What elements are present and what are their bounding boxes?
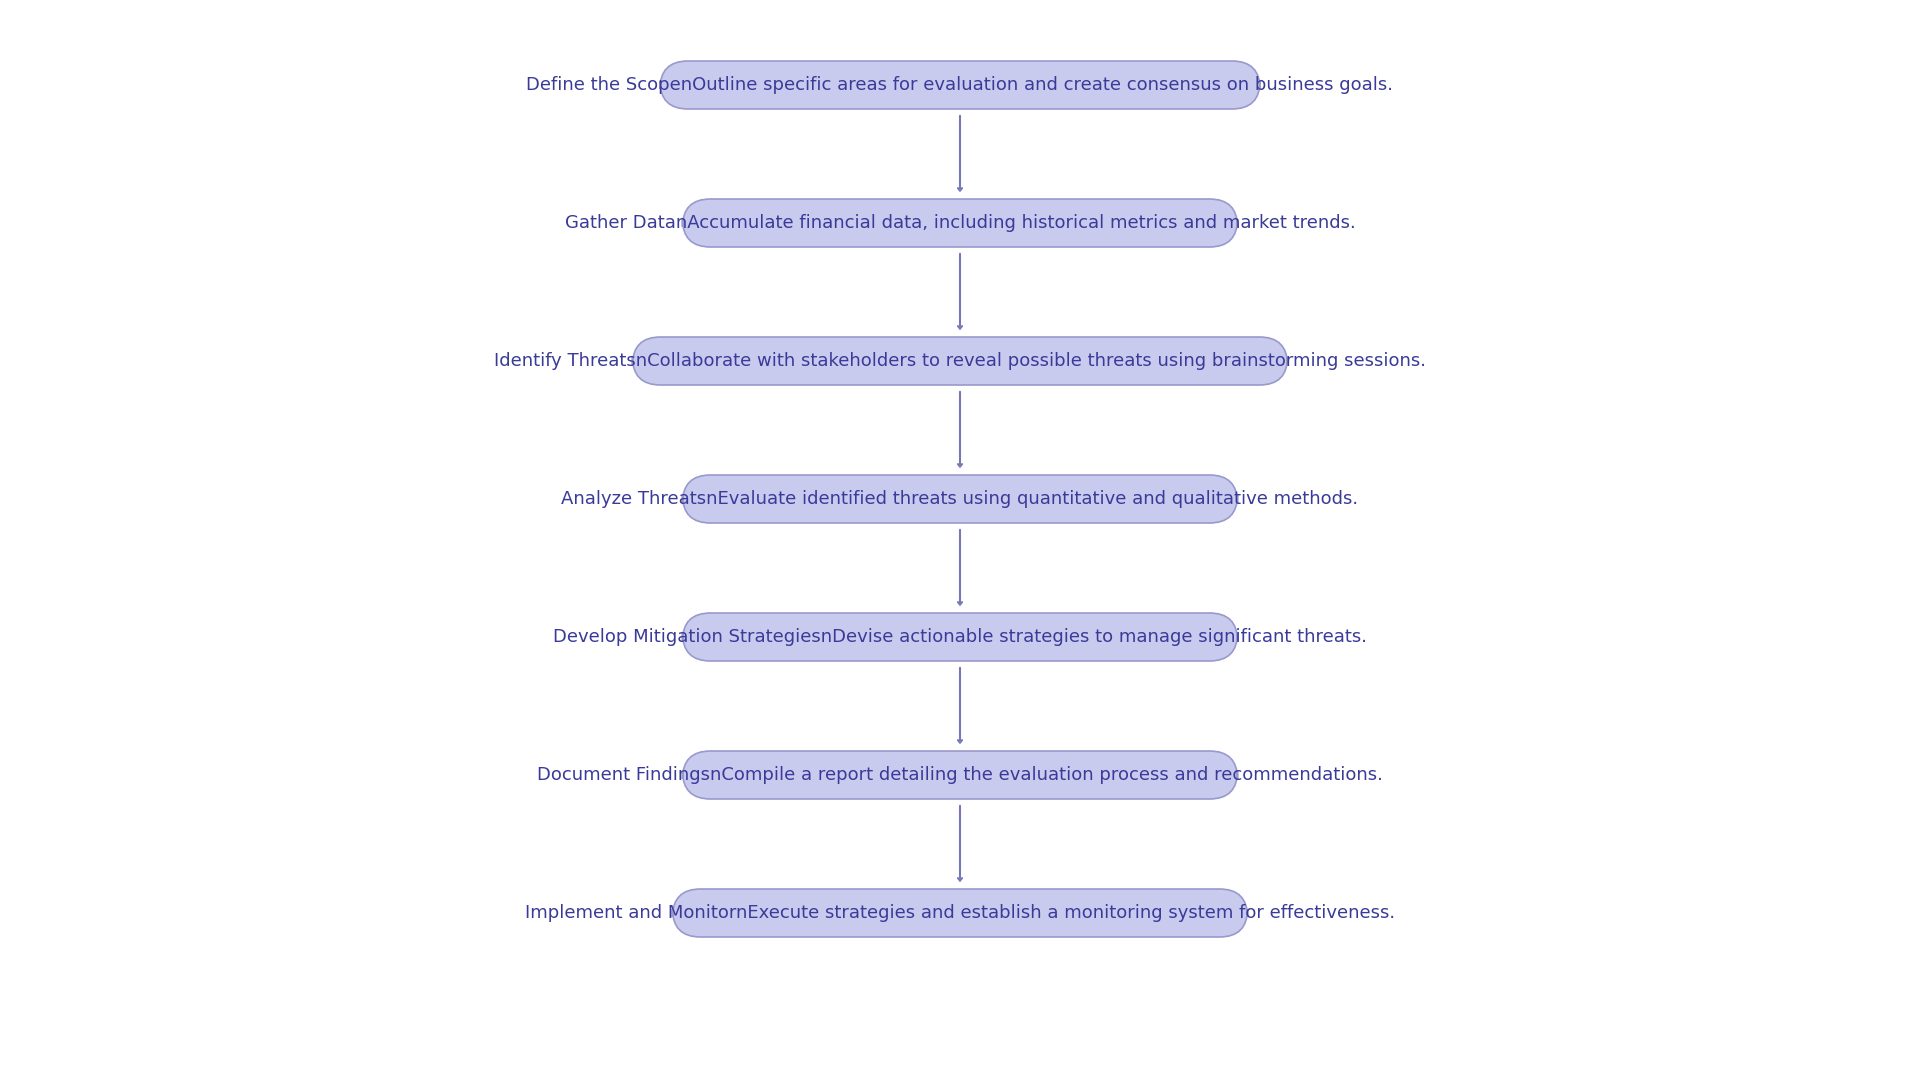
- FancyBboxPatch shape: [682, 613, 1238, 661]
- FancyBboxPatch shape: [682, 751, 1238, 799]
- Text: Define the ScopenOutline specific areas for evaluation and create consensus on b: Define the ScopenOutline specific areas …: [526, 76, 1394, 94]
- FancyBboxPatch shape: [632, 337, 1288, 384]
- Text: Implement and MonitornExecute strategies and establish a monitoring system for e: Implement and MonitornExecute strategies…: [524, 904, 1396, 922]
- FancyBboxPatch shape: [682, 475, 1238, 523]
- Text: Develop Mitigation StrategiesnDevise actionable strategies to manage significant: Develop Mitigation StrategiesnDevise act…: [553, 628, 1367, 645]
- Text: Gather DatanAccumulate financial data, including historical metrics and market t: Gather DatanAccumulate financial data, i…: [564, 214, 1356, 232]
- FancyBboxPatch shape: [660, 61, 1260, 109]
- FancyBboxPatch shape: [672, 889, 1248, 937]
- FancyBboxPatch shape: [682, 199, 1238, 247]
- Text: Document FindingsnCompile a report detailing the evaluation process and recommen: Document FindingsnCompile a report detai…: [538, 766, 1382, 784]
- Text: Identify ThreatsnCollaborate with stakeholders to reveal possible threats using : Identify ThreatsnCollaborate with stakeh…: [493, 352, 1427, 370]
- Text: Analyze ThreatsnEvaluate identified threats using quantitative and qualitative m: Analyze ThreatsnEvaluate identified thre…: [561, 490, 1359, 508]
